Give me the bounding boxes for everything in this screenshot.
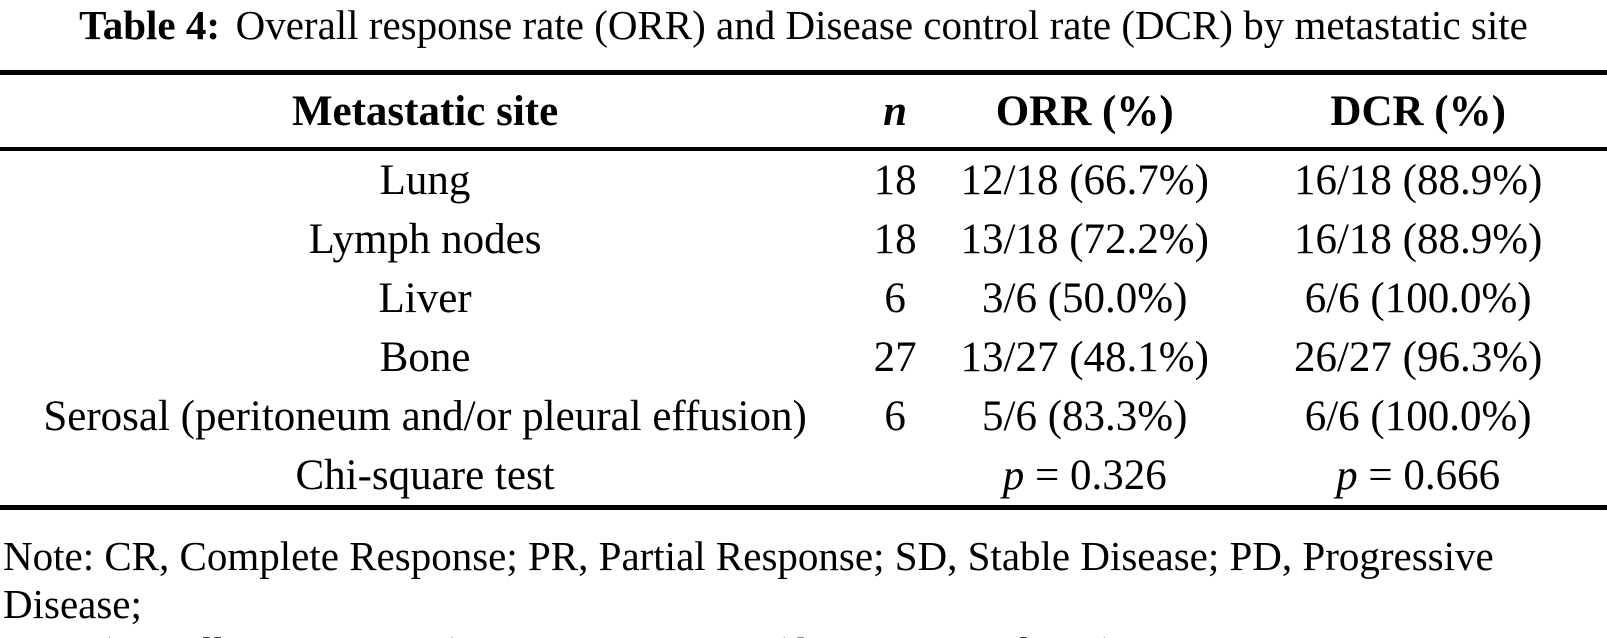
cell-n: 18 <box>873 157 917 204</box>
table-row-chi-square: Chi-square test p = 0.326 p = 0.666 <box>0 446 1607 508</box>
cell-n: 6 <box>884 275 906 322</box>
response-rate-table: Metastatic site n ORR (%) DCR (%) Lung 1… <box>0 70 1607 510</box>
table-caption-text: Overall response rate (ORR) and Disease … <box>235 2 1528 48</box>
p-value: = 0.326 <box>1024 452 1167 499</box>
cell-site: Lung <box>379 157 471 204</box>
cell-n: 27 <box>873 334 917 381</box>
cell-dcr-p-value: p = 0.666 <box>1229 446 1607 508</box>
cell-orr: 12/18 (66.7%) <box>960 157 1209 204</box>
column-header-n: n <box>850 72 941 151</box>
cell-n <box>850 446 940 508</box>
p-symbol: p <box>1002 452 1025 499</box>
table-row: Bone 27 13/27 (48.1%) 26/27 (96.3%) <box>0 328 1607 387</box>
p-symbol: p <box>1336 452 1358 499</box>
cell-site: Bone <box>379 334 471 381</box>
table-caption: Table 4: Overall response rate (ORR) and … <box>0 0 1607 70</box>
footnote-line-2: ORR (overall response rate) = CR + PR; D… <box>3 628 1607 638</box>
table-footnote: Note: CR, Complete Response; PR, Partial… <box>0 532 1607 638</box>
table-row: Serosal (peritoneum and/or pleural effus… <box>0 387 1607 446</box>
cell-site: Lymph nodes <box>308 216 542 263</box>
table-caption-label: Table 4: <box>79 2 221 48</box>
cell-orr: 3/6 (50.0%) <box>982 275 1188 322</box>
cell-dcr: 16/18 (88.9%) <box>1293 157 1543 204</box>
cell-orr: 13/18 (72.2%) <box>960 216 1209 263</box>
cell-orr: 5/6 (83.3%) <box>982 393 1188 440</box>
table-row: Lung 18 12/18 (66.7%) 16/18 (88.9%) <box>0 149 1607 210</box>
cell-dcr: 26/27 (96.3%) <box>1293 334 1543 381</box>
cell-dcr: 16/18 (88.9%) <box>1293 216 1543 263</box>
cell-site: Serosal (peritoneum and/or pleural effus… <box>43 393 807 440</box>
cell-n: 6 <box>884 393 906 440</box>
table-header-row: Metastatic site n ORR (%) DCR (%) <box>0 72 1607 151</box>
cell-orr-p-value: p = 0.326 <box>940 446 1229 508</box>
column-header-metastatic-site: Metastatic site <box>0 72 851 151</box>
column-header-dcr: DCR (%) <box>1229 72 1607 151</box>
cell-n: 18 <box>873 216 917 263</box>
p-value: = 0.666 <box>1357 452 1501 499</box>
cell-site: Liver <box>378 275 472 322</box>
table-row: Lymph nodes 18 13/18 (72.2%) 16/18 (88.9… <box>0 210 1607 269</box>
cell-dcr: 6/6 (100.0%) <box>1304 275 1532 322</box>
column-header-orr: ORR (%) <box>940 72 1230 151</box>
cell-site: Chi-square test <box>295 452 555 499</box>
footnote-line-1: Note: CR, Complete Response; PR, Partial… <box>3 533 1494 627</box>
cell-orr: 13/27 (48.1%) <box>960 334 1209 381</box>
cell-dcr: 6/6 (100.0%) <box>1304 393 1532 440</box>
table-row: Liver 6 3/6 (50.0%) 6/6 (100.0%) <box>0 269 1607 328</box>
